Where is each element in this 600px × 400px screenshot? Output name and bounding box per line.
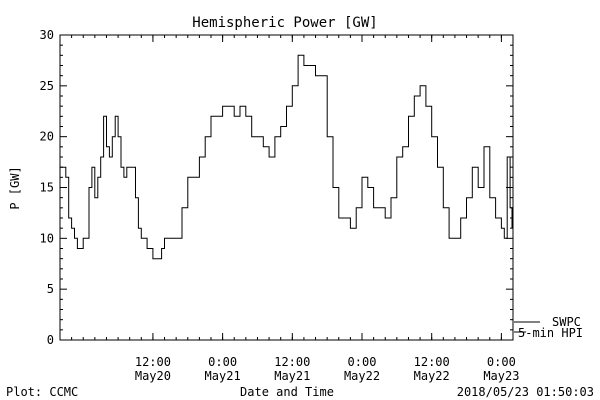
y-tick-label: 30	[40, 28, 54, 42]
y-tick-label: 0	[47, 333, 54, 347]
x-tick-label: 0:00	[487, 355, 516, 369]
x-tick-date-label: May21	[274, 369, 310, 383]
y-tick-label: 15	[40, 181, 54, 195]
y-tick-label: 10	[40, 231, 54, 245]
legend-swpc-label: SWPC	[552, 315, 581, 329]
x-tick-date-label: May21	[205, 369, 241, 383]
y-axis: 0 5 10 15 20 25 30	[40, 28, 513, 347]
chart-title: Hemispheric Power [GW]	[192, 15, 377, 31]
series-layer	[60, 54, 513, 260]
plot-frame	[59, 34, 514, 341]
x-tick-label: 12:00	[135, 355, 171, 369]
x-axis-label: Date and Time	[240, 385, 334, 399]
footer-timestamp: 2018/05/23 01:50:03	[457, 385, 594, 399]
x-tick-label: 0:00	[348, 355, 377, 369]
y-tick-label: 25	[40, 79, 54, 93]
x-tick-label: 12:00	[274, 355, 310, 369]
y-tick-label: 20	[40, 130, 54, 144]
x-tick-label: 0:00	[208, 355, 237, 369]
x-tick-date-label: May20	[135, 369, 171, 383]
x-axis: 12:00May200:00May2112:00May210:00May2212…	[59, 35, 519, 383]
y-tick-label: 5	[47, 282, 54, 296]
x-tick-date-label: May22	[344, 369, 380, 383]
legend-hpi-label: 5-min HPI	[518, 326, 583, 340]
x-tick-date-label: May23	[483, 369, 519, 383]
series-line-swpc	[60, 54, 513, 260]
x-tick-label: 12:00	[414, 355, 450, 369]
footer-credit: Plot: CCMC	[6, 385, 78, 399]
x-tick-date-label: May22	[414, 369, 450, 383]
y-axis-label: P [GW]	[8, 166, 22, 209]
